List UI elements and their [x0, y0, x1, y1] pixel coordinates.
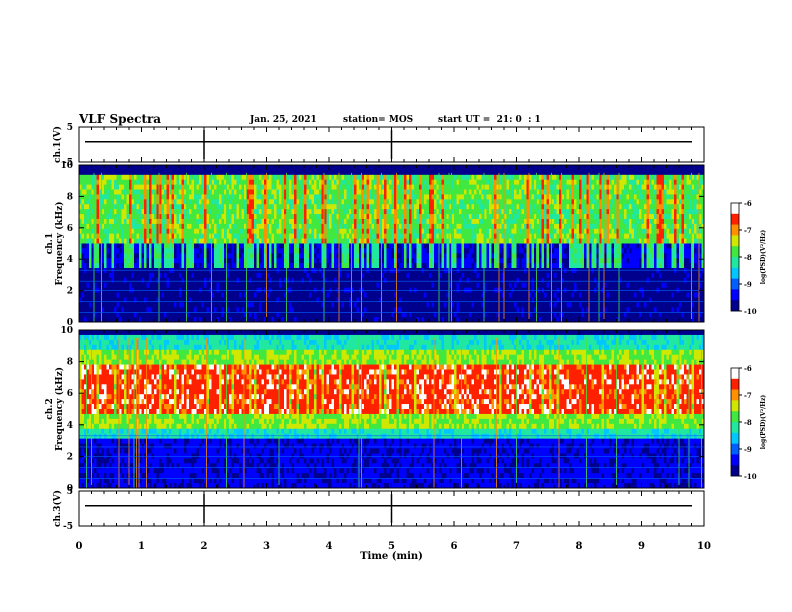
y-tick-label: -5 [63, 522, 73, 532]
y-tick-label: 0 [67, 318, 73, 328]
start-time-label: start UT = 21: 0 : 1 [438, 115, 541, 125]
y-tick-label: 0 [67, 484, 73, 494]
colorbar-tick-label: -7 [744, 226, 752, 235]
y-tick-label: 6 [67, 389, 73, 399]
y-tick-label: 2 [67, 452, 73, 462]
x-tick-label: 3 [263, 541, 270, 552]
y-axis-label: Frequency (kHz) [54, 201, 65, 285]
colorbar-tick-label: -6 [744, 199, 752, 208]
y-tick-label: 8 [67, 358, 73, 368]
y-tick-label: 10 [60, 161, 73, 171]
station-label: station= MOS [343, 115, 414, 125]
colorbar-tick-label: -8 [744, 253, 752, 262]
y-axis-label: ch.1 [45, 233, 55, 254]
date-label: Jan. 25, 2021 [250, 115, 317, 125]
x-tick-label: 10 [697, 541, 711, 552]
y-tick-label: 4 [67, 255, 73, 265]
y-tick-label: 10 [60, 326, 73, 336]
y-tick-label: 5 [67, 123, 73, 133]
x-tick-label: 1 [138, 541, 145, 552]
x-tick-label: 2 [201, 541, 208, 552]
y-axis-label: ch.3(V) [52, 490, 63, 527]
x-tick-label: 0 [76, 541, 83, 552]
colorbar [731, 368, 739, 477]
chart-title: VLF Spectra [79, 112, 162, 126]
y-tick-label: 6 [67, 224, 73, 234]
colorbar-tick-label: -10 [744, 307, 757, 316]
spectrogram-2 [79, 330, 705, 489]
x-tick-label: 5 [388, 541, 395, 552]
colorbar-tick-label: -9 [744, 445, 752, 454]
x-tick-label: 6 [451, 541, 458, 552]
x-tick-label: 8 [576, 541, 583, 552]
y-axis-label: ch.1(V) [52, 126, 63, 163]
y-axis-label: ch.2 [45, 398, 55, 419]
y-tick-label: 2 [67, 287, 73, 297]
y-axis-label: Frequency (kHz) [54, 367, 65, 451]
colorbar-tick-label: -9 [744, 280, 752, 289]
x-tick-label: 4 [326, 541, 333, 552]
x-tick-label: 9 [638, 541, 645, 552]
colorbar-tick-label: -6 [744, 364, 752, 373]
y-tick-label: -5 [63, 158, 73, 168]
colorbar-tick-label: -10 [744, 472, 757, 481]
colorbar-tick-label: -7 [744, 391, 752, 400]
y-tick-label: 5 [67, 487, 73, 497]
x-axis-label: Time (min) [360, 551, 423, 562]
spectrogram-1 [79, 165, 705, 323]
x-tick-label: 7 [513, 541, 520, 552]
y-tick-label: 8 [67, 192, 73, 202]
colorbar-tick-label: -8 [744, 418, 752, 427]
colorbar [731, 203, 739, 312]
colorbar-label: log(PSD)(V²/Hz) [760, 230, 767, 285]
y-tick-label: 4 [67, 421, 73, 431]
colorbar-label: log(PSD)(V²/Hz) [760, 395, 767, 450]
